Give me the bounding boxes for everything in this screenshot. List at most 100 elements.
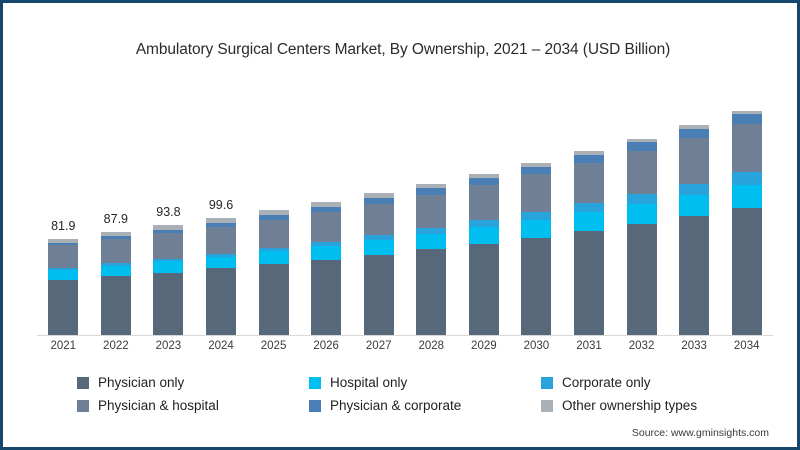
x-tick-2024: 2024 (208, 340, 234, 352)
legend-item[interactable]: Physician & hospital (77, 398, 309, 413)
bar-segment (468, 226, 499, 244)
bar-segment (574, 212, 604, 232)
bar-segment (626, 151, 657, 194)
bar-segment (363, 240, 394, 255)
bar-segment (679, 138, 710, 184)
bar-segment (416, 249, 447, 336)
x-tick-2021: 2021 (50, 340, 77, 352)
bar-segment (521, 174, 552, 213)
bar-segment (626, 193, 657, 204)
bar-segment (731, 172, 762, 185)
x-tick-2025: 2025 (260, 340, 287, 352)
legend-label: Physician & corporate (330, 398, 462, 413)
x-tick-2027: 2027 (365, 340, 392, 352)
legend-swatch-icon (77, 376, 89, 389)
legend-item[interactable]: Physician & corporate (309, 398, 541, 413)
bar-segment (206, 226, 236, 254)
bar-segment (100, 239, 131, 264)
legend-item[interactable]: Hospital only (309, 375, 541, 390)
legend-label: Physician & hospital (98, 398, 219, 413)
bar-2032[interactable] (626, 138, 657, 336)
source-credit: Source: www.gminsights.com (631, 427, 769, 439)
legend-swatch-icon (309, 399, 321, 412)
bar-segment (416, 183, 447, 189)
bar-segment (153, 229, 184, 234)
bar-segment (574, 203, 604, 213)
bar-segment (311, 245, 342, 260)
bar-segment (100, 276, 131, 336)
bar-value-label: 93.8 (156, 204, 181, 219)
bar-segment (100, 231, 131, 236)
bar-segment (153, 224, 184, 230)
bar-segment (468, 177, 499, 185)
bar-segment (416, 194, 447, 229)
x-tick-2033: 2033 (681, 340, 707, 352)
x-tick-2022: 2022 (103, 340, 129, 352)
bar-segment (206, 256, 236, 269)
bar-2030[interactable] (521, 162, 552, 336)
bar-segment (153, 261, 184, 273)
bar-segment (206, 222, 236, 227)
x-tick-2029: 2029 (471, 340, 497, 352)
bar-segment (468, 184, 499, 221)
bar-2026[interactable] (311, 202, 342, 336)
bar-2031[interactable] (574, 151, 604, 336)
x-tick-2031: 2031 (576, 340, 602, 352)
x-axis: 2021 2022 2023 2024 2025 2026 2027 2028 2029 2030… (37, 340, 773, 360)
bar-segment (311, 241, 342, 246)
bar-segment (100, 263, 131, 266)
bar-segment (521, 212, 552, 220)
bar-segment (363, 235, 394, 240)
bar-segment (311, 259, 342, 336)
bar-2025[interactable] (258, 210, 289, 336)
bar-segment (468, 173, 499, 178)
bar-2024[interactable] (206, 218, 236, 336)
bar-segment (311, 212, 342, 242)
bar-segment (206, 268, 236, 336)
bar-segment (48, 245, 79, 269)
bar-segment (48, 270, 79, 280)
bar-segment (258, 210, 289, 216)
bar-segment (679, 216, 710, 336)
chart-legend: Physician only Hospital only Corporate onl… (77, 371, 737, 417)
x-tick-2030: 2030 (523, 340, 550, 352)
bar-2021[interactable] (48, 238, 79, 336)
bar-segment (258, 247, 289, 252)
bar-2034[interactable] (731, 110, 762, 336)
bar-segment (521, 237, 552, 336)
bar-2027[interactable] (363, 193, 394, 336)
legend-item[interactable]: Physician only (77, 375, 309, 390)
bar-segment (521, 219, 552, 238)
bar-segment (731, 123, 762, 173)
bar-segment (731, 184, 762, 208)
bar-value-label: 81.9 (51, 218, 76, 233)
bar-segment (153, 258, 184, 262)
bar-segment (416, 228, 447, 235)
bar-segment (100, 265, 131, 277)
legend-item[interactable]: Corporate only (541, 375, 737, 390)
bar-segment (153, 272, 184, 336)
bar-segment (468, 220, 499, 227)
bar-segment (574, 151, 604, 155)
bar-segment (363, 193, 394, 198)
legend-item[interactable]: Other ownership types (541, 398, 737, 413)
bar-2029[interactable] (468, 173, 499, 336)
bar-2022[interactable] (100, 231, 131, 336)
bar-segment (574, 231, 604, 336)
legend-label: Physician only (98, 375, 185, 390)
bar-segment (626, 142, 657, 152)
bar-segment (416, 234, 447, 250)
bar-segment (731, 207, 762, 336)
bar-segment (206, 253, 236, 257)
bar-2023[interactable] (153, 224, 184, 336)
bar-segment (258, 219, 289, 248)
bar-segment (48, 238, 79, 243)
bar-segment (258, 264, 289, 336)
bar-segment (731, 110, 762, 114)
chart-title: Ambulatory Surgical Centers Market, By O… (135, 41, 671, 58)
bar-segment (100, 235, 131, 240)
bar-2033[interactable] (679, 125, 710, 336)
bar-2028[interactable] (416, 183, 447, 336)
bar-segment (626, 203, 657, 224)
